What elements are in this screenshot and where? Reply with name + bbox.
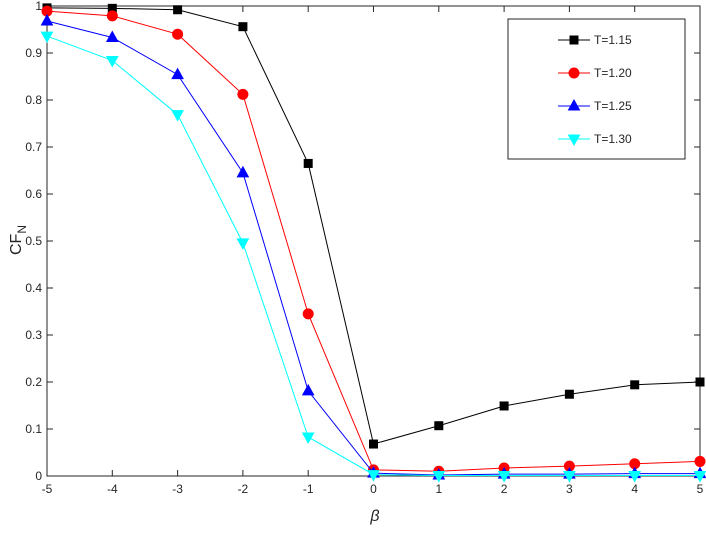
data-point [302, 308, 314, 320]
series-T=1.30 [40, 31, 706, 483]
data-point [236, 165, 250, 178]
data-point [171, 110, 184, 122]
data-point [432, 471, 446, 483]
data-point [237, 88, 249, 100]
series-layer [40, 3, 706, 483]
data-point [301, 383, 315, 396]
y-tick-label: 0.6 [25, 187, 42, 201]
data-point [693, 471, 706, 483]
legend-item: T=1.30 [558, 132, 632, 147]
x-tick-label: 5 [697, 482, 704, 496]
data-point [106, 10, 118, 22]
legend-marker [569, 35, 579, 45]
data-point [694, 455, 706, 467]
legend-marker [568, 67, 580, 79]
y-axis-title-sub: N [15, 225, 29, 234]
legend-label: T=1.20 [594, 66, 632, 80]
y-tick-label: 0.3 [25, 328, 42, 342]
y-tick-label: 0.7 [25, 140, 42, 154]
data-point [563, 471, 576, 483]
y-tick-label: 0.2 [25, 375, 42, 389]
x-tick-label: 1 [435, 482, 442, 496]
data-point [434, 421, 444, 431]
data-point [499, 401, 509, 411]
legend-item: T=1.20 [558, 66, 632, 80]
data-point [171, 67, 184, 80]
x-tick-label: 3 [566, 482, 573, 496]
data-point [173, 5, 183, 15]
y-axis-title: CFN [8, 225, 29, 255]
y-axis-title-main: CF [8, 233, 25, 255]
legend-label: T=1.30 [594, 132, 632, 146]
series-T=1.15 [42, 3, 705, 449]
data-point [695, 377, 705, 387]
legend-box [507, 18, 686, 160]
data-point [105, 56, 119, 68]
x-tick-label: -3 [172, 482, 183, 496]
data-point [497, 471, 511, 483]
data-point [630, 380, 640, 390]
legend-marker [567, 98, 581, 111]
y-tick-label: 0.5 [25, 234, 42, 248]
legend: T=1.15 T=1.20 T=1.25 T=1.30 [507, 18, 686, 160]
x-tick-label: -5 [42, 482, 53, 496]
legend-label: T=1.15 [594, 33, 632, 47]
data-point [40, 31, 54, 44]
x-tick-label: 4 [631, 482, 638, 496]
data-point [236, 238, 250, 250]
data-point [564, 389, 574, 399]
y-tick-label: 0.1 [25, 422, 42, 436]
x-tick-label: -4 [107, 482, 118, 496]
data-point [105, 30, 119, 42]
legend-item: T=1.15 [558, 33, 632, 47]
x-axis-title: β [369, 508, 379, 525]
x-tick-label: -1 [303, 482, 314, 496]
x-tick-label: 2 [501, 482, 508, 496]
y-tick-label: 0 [35, 469, 42, 483]
y-tick-label: 0.8 [25, 93, 42, 107]
y-tick-label: 0.9 [25, 46, 42, 60]
x-tick-label: -2 [238, 482, 249, 496]
y-tick-label: 0.4 [25, 281, 42, 295]
data-point [40, 14, 54, 26]
data-point [172, 28, 184, 40]
data-point [303, 158, 313, 168]
data-point [301, 432, 315, 445]
data-point [628, 471, 642, 483]
y-tick-label: 1 [35, 0, 42, 13]
x-tick-label: 0 [370, 482, 377, 496]
legend-label: T=1.25 [594, 99, 632, 113]
data-point [238, 22, 248, 32]
legend-item: T=1.25 [558, 98, 632, 113]
legend-marker [567, 134, 581, 147]
data-point [367, 470, 380, 482]
data-point [369, 439, 378, 449]
